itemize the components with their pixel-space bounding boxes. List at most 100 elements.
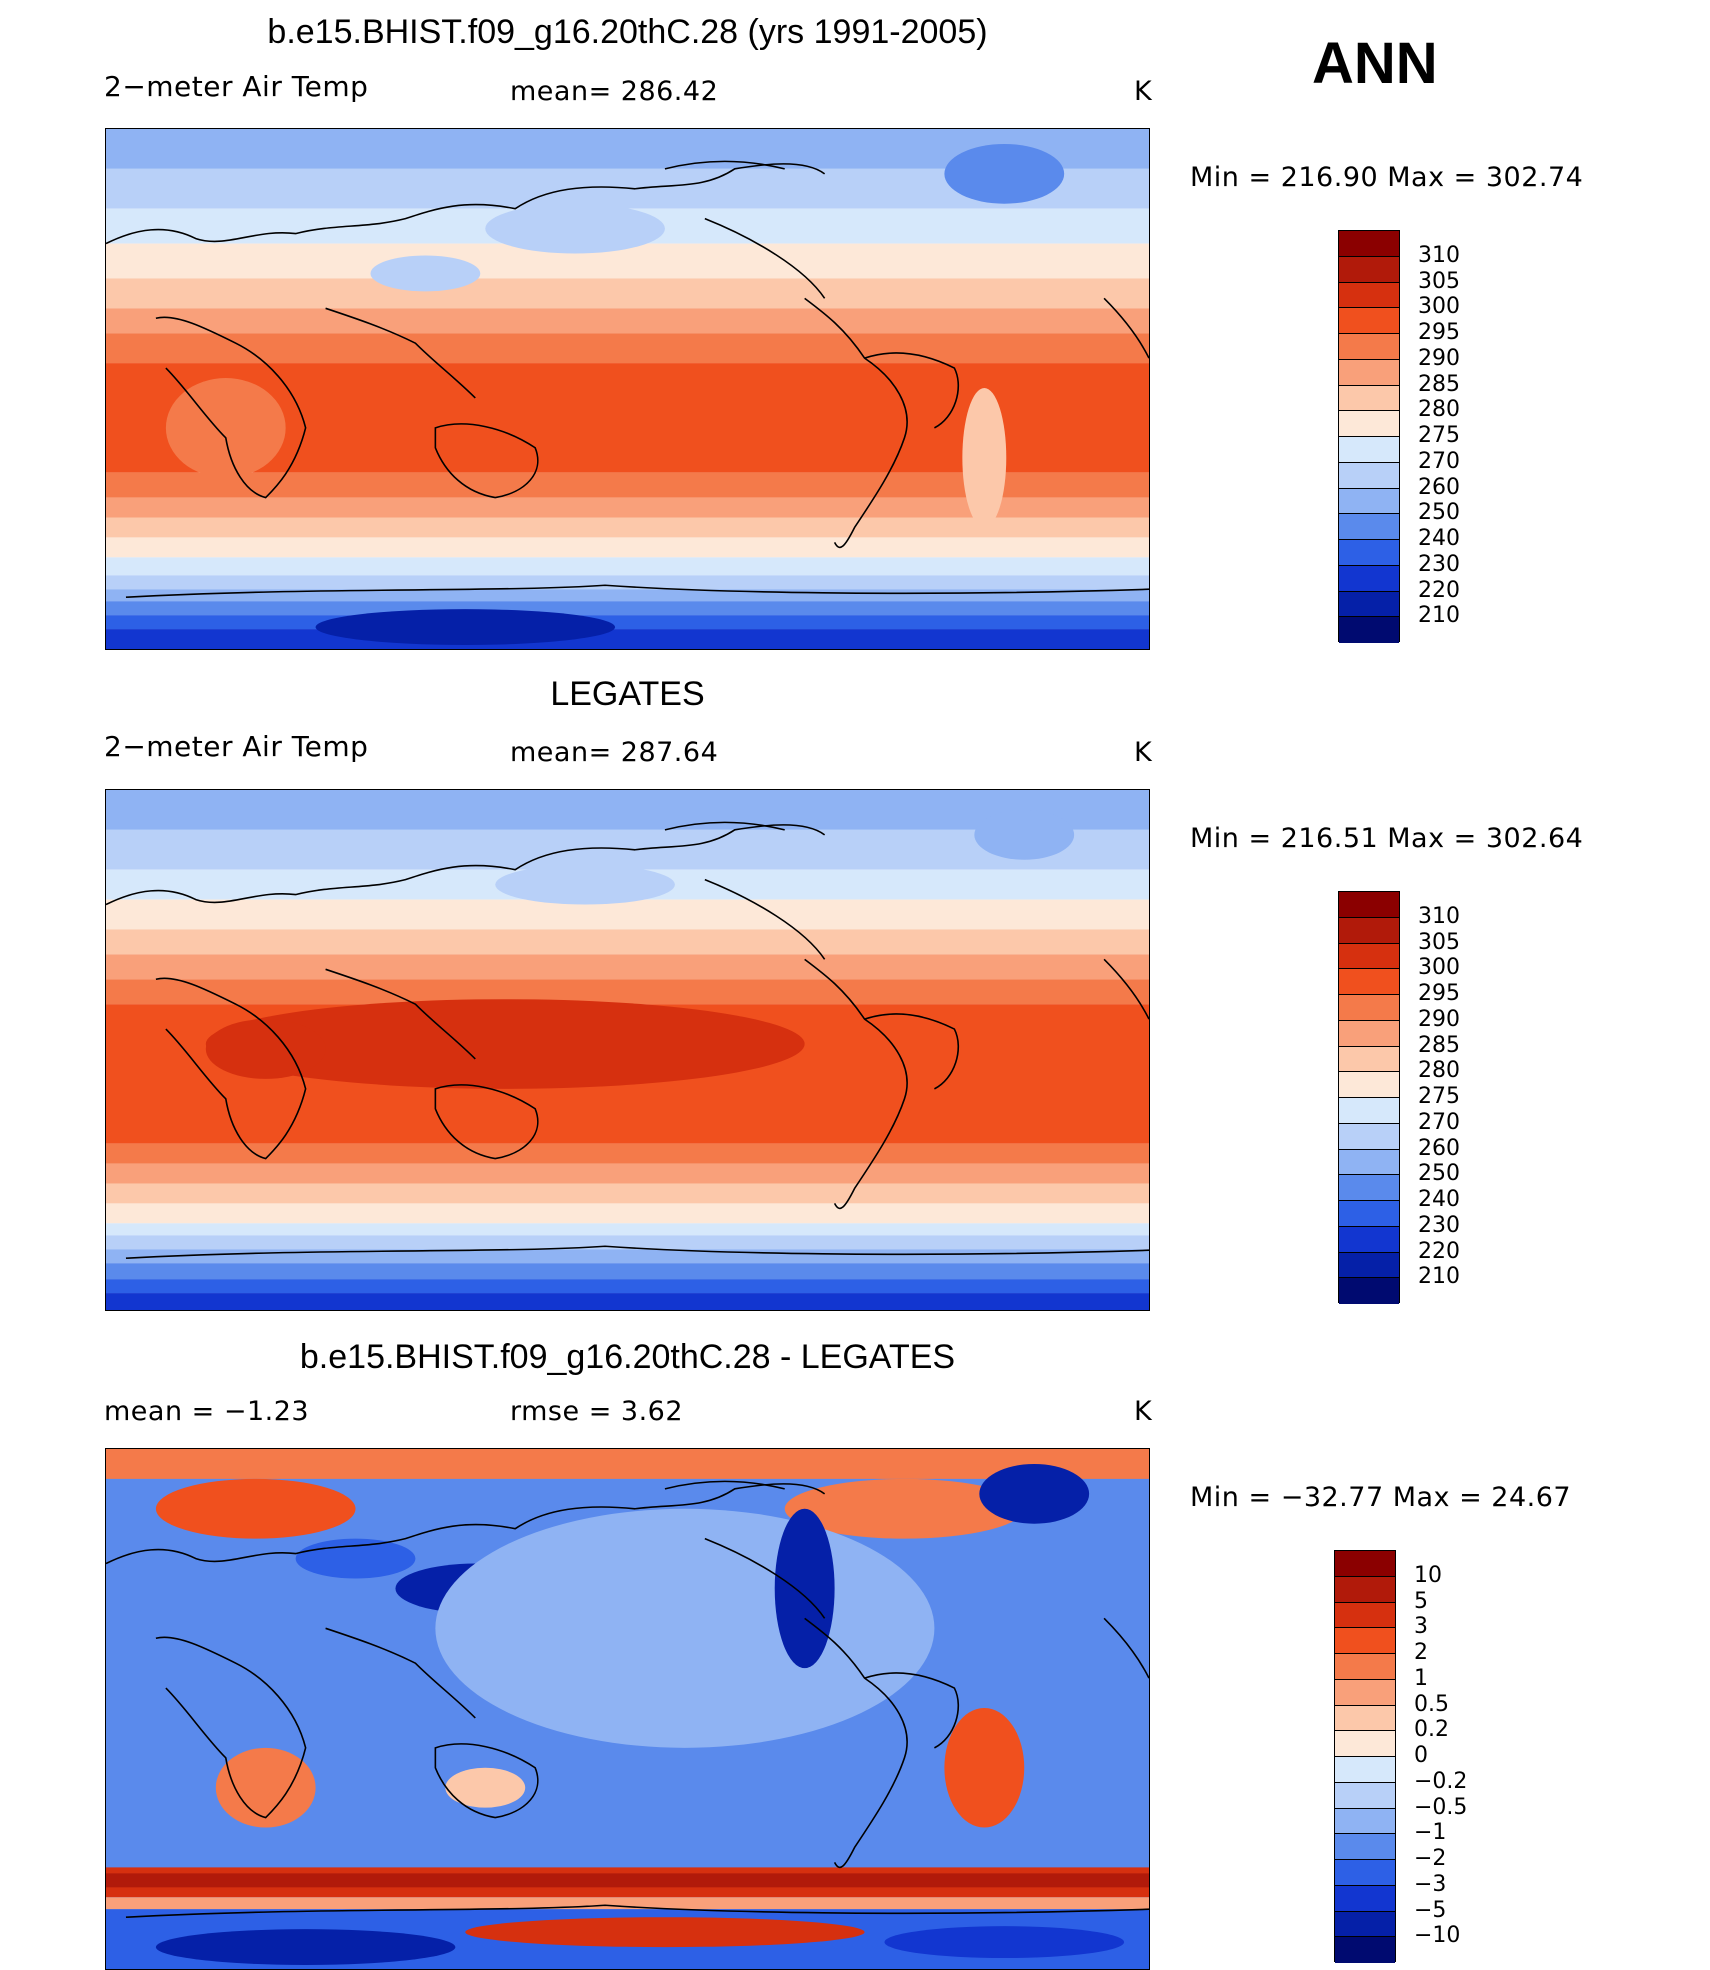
colorbar-diff-color-4 bbox=[1335, 1654, 1395, 1680]
panel-mean-obs: mean= 287.64 bbox=[510, 737, 719, 768]
colorbar-obs-label-3: 295 bbox=[1418, 981, 1460, 1006]
colorbar-diff-label-6: 0.2 bbox=[1414, 1717, 1449, 1743]
colorbar-diff-color-3 bbox=[1335, 1628, 1395, 1654]
colorbar-diff-label-2: 3 bbox=[1414, 1614, 1428, 1640]
colorbar-obs-label-13: 220 bbox=[1418, 1238, 1460, 1264]
colorbar-diff-label-5: 0.5 bbox=[1414, 1691, 1449, 1717]
colorbar-model-color-15 bbox=[1339, 617, 1399, 643]
colorbar-obs-color-9 bbox=[1339, 1123, 1399, 1150]
colorbar-diff-color-15 bbox=[1335, 1937, 1395, 1963]
colorbar-model-label-2: 300 bbox=[1418, 294, 1460, 320]
map-model-field bbox=[106, 129, 1149, 649]
colorbar-obs-color-13 bbox=[1339, 1226, 1399, 1253]
colorbar-diff-label-11: −2 bbox=[1414, 1846, 1447, 1871]
colorbar-diff-label-1: 5 bbox=[1414, 1588, 1428, 1614]
colorbar-model-color-11 bbox=[1339, 514, 1399, 540]
colorbar-obs-label-7: 275 bbox=[1418, 1084, 1460, 1109]
colorbar-model bbox=[1338, 230, 1400, 643]
colorbar-model-color-2 bbox=[1339, 282, 1399, 309]
panel-units-obs: K bbox=[1134, 737, 1153, 768]
panel-units-diff: K bbox=[1134, 1396, 1153, 1427]
colorbar-model-label-11: 240 bbox=[1418, 526, 1460, 551]
colorbar-model-label-3: 295 bbox=[1418, 320, 1460, 345]
panel-mean-diff: mean = −1.23 bbox=[104, 1396, 310, 1427]
map-obs-field bbox=[106, 790, 1149, 1310]
colorbar-obs-color-10 bbox=[1339, 1149, 1399, 1176]
colorbar-obs-label-12: 230 bbox=[1418, 1212, 1460, 1238]
panel-rmse-diff: rmse = 3.62 bbox=[510, 1396, 684, 1427]
colorbar-diff-label-9: −0.5 bbox=[1414, 1794, 1468, 1820]
colorbar-diff-label-0: 10 bbox=[1414, 1562, 1442, 1588]
map-obs bbox=[105, 789, 1150, 1311]
colorbar-model-color-10 bbox=[1339, 488, 1399, 515]
colorbar-model-label-4: 290 bbox=[1418, 345, 1460, 371]
colorbar-model-color-3 bbox=[1339, 308, 1399, 334]
colorbar-obs-label-1: 305 bbox=[1418, 929, 1460, 955]
colorbar-obs-label-5: 285 bbox=[1418, 1032, 1460, 1058]
colorbar-obs-label-10: 250 bbox=[1418, 1161, 1460, 1187]
colorbar-model-label-14: 210 bbox=[1418, 603, 1460, 629]
colorbar-diff-color-5 bbox=[1335, 1679, 1395, 1706]
colorbar-obs-color-11 bbox=[1339, 1175, 1399, 1201]
colorbar-diff-label-13: −5 bbox=[1414, 1897, 1447, 1923]
colorbar-obs-label-0: 310 bbox=[1418, 903, 1460, 929]
panel-minmax-model: Min = 216.90 Max = 302.74 bbox=[1190, 162, 1584, 193]
colorbar-diff-color-8 bbox=[1335, 1757, 1395, 1783]
colorbar-model-color-0 bbox=[1339, 231, 1399, 257]
colorbar-diff-label-10: −1 bbox=[1414, 1820, 1447, 1846]
colorbar-obs-label-14: 210 bbox=[1418, 1264, 1460, 1290]
map-diff bbox=[105, 1448, 1150, 1970]
colorbar-obs-color-2 bbox=[1339, 943, 1399, 970]
panel-minmax-obs: Min = 216.51 Max = 302.64 bbox=[1190, 823, 1584, 854]
colorbar-obs-label-8: 270 bbox=[1418, 1109, 1460, 1135]
colorbar-diff-color-11 bbox=[1335, 1834, 1395, 1860]
colorbar-model-color-13 bbox=[1339, 565, 1399, 592]
colorbar-model-label-1: 305 bbox=[1418, 268, 1460, 294]
colorbar-diff-color-7 bbox=[1335, 1731, 1395, 1757]
colorbar-diff-color-12 bbox=[1335, 1860, 1395, 1886]
colorbar-obs-label-2: 300 bbox=[1418, 955, 1460, 981]
colorbar-diff-color-0 bbox=[1335, 1551, 1395, 1577]
colorbar-obs-color-3 bbox=[1339, 969, 1399, 995]
colorbar-obs-color-8 bbox=[1339, 1098, 1399, 1124]
colorbar-model-label-13: 220 bbox=[1418, 577, 1460, 603]
colorbar-diff-label-12: −3 bbox=[1414, 1871, 1447, 1897]
colorbar-model-label-6: 280 bbox=[1418, 397, 1460, 423]
panel-units-model: K bbox=[1134, 76, 1153, 107]
colorbar-obs-color-4 bbox=[1339, 995, 1399, 1021]
colorbar-obs-color-6 bbox=[1339, 1046, 1399, 1073]
colorbar-diff bbox=[1334, 1550, 1396, 1963]
panel-minmax-diff: Min = −32.77 Max = 24.67 bbox=[1190, 1482, 1572, 1513]
colorbar-model-label-12: 230 bbox=[1418, 551, 1460, 577]
colorbar-obs-color-7 bbox=[1339, 1072, 1399, 1098]
panel-mean-model: mean= 286.42 bbox=[510, 76, 719, 107]
season-label: ANN bbox=[1312, 31, 1438, 96]
colorbar-obs-label-4: 290 bbox=[1418, 1006, 1460, 1032]
colorbar-model-label-10: 250 bbox=[1418, 500, 1460, 526]
colorbar-diff-color-13 bbox=[1335, 1885, 1395, 1912]
colorbar-obs-label-11: 240 bbox=[1418, 1187, 1460, 1212]
colorbar-model-color-5 bbox=[1339, 359, 1399, 386]
colorbar-model-color-9 bbox=[1339, 462, 1399, 489]
colorbar-diff-label-4: 1 bbox=[1414, 1665, 1428, 1691]
colorbar-diff-color-2 bbox=[1335, 1602, 1395, 1629]
colorbar-obs-color-0 bbox=[1339, 892, 1399, 918]
colorbar-obs-color-12 bbox=[1339, 1201, 1399, 1227]
colorbar-diff-color-9 bbox=[1335, 1782, 1395, 1809]
colorbar-model-color-12 bbox=[1339, 540, 1399, 566]
colorbar-obs-color-14 bbox=[1339, 1252, 1399, 1279]
colorbar-diff-label-8: −0.2 bbox=[1414, 1768, 1468, 1794]
colorbar-model-color-1 bbox=[1339, 256, 1399, 283]
colorbar-diff-color-1 bbox=[1335, 1576, 1395, 1603]
colorbar-model-label-5: 285 bbox=[1418, 371, 1460, 397]
colorbar-obs-color-1 bbox=[1339, 917, 1399, 944]
colorbar-model-label-7: 275 bbox=[1418, 423, 1460, 448]
panel-title-diff: b.e15.BHIST.f09_g16.20thC.28 - LEGATES bbox=[299, 1338, 956, 1376]
colorbar-diff-color-6 bbox=[1335, 1705, 1395, 1732]
panel-variable-label-obs: 2−meter Air Temp bbox=[104, 730, 369, 763]
map-diff-field bbox=[106, 1449, 1149, 1969]
colorbar-model-label-0: 310 bbox=[1418, 242, 1460, 268]
colorbar-model-label-8: 270 bbox=[1418, 448, 1460, 474]
colorbar-diff-label-7: 0 bbox=[1414, 1743, 1428, 1768]
panel-variable-label-model: 2−meter Air Temp bbox=[104, 70, 369, 103]
